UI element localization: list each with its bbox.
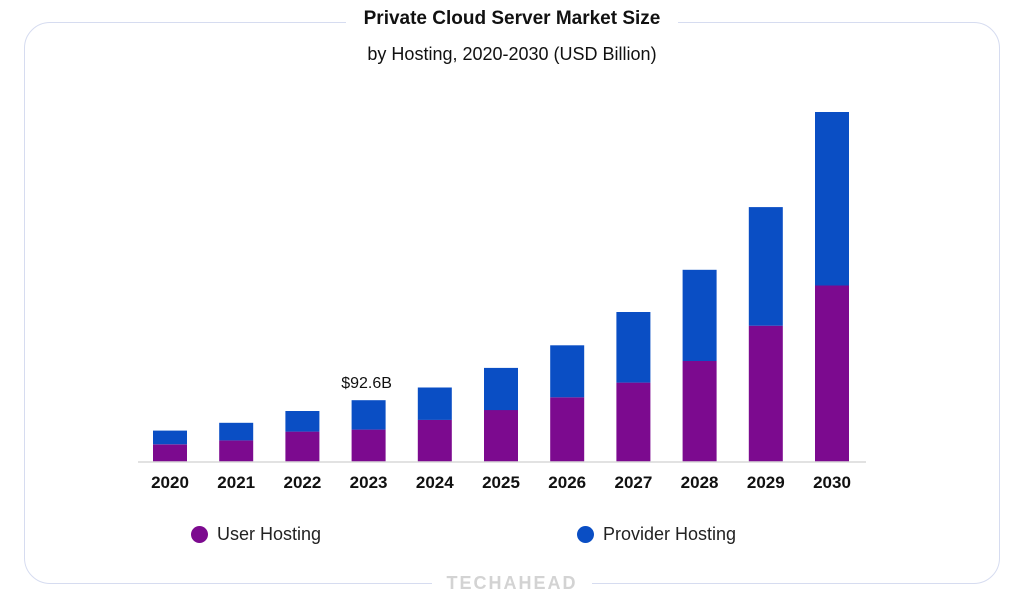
title-wrap: Private Cloud Server Market Size xyxy=(0,8,1024,30)
chart-title: Private Cloud Server Market Size xyxy=(345,8,679,30)
data-labels: $92.6B xyxy=(341,375,392,392)
legend-user-dot-icon xyxy=(191,526,208,543)
legend-provider-label: Provider Hosting xyxy=(603,524,737,544)
x-tick-2028: 2028 xyxy=(681,473,719,492)
x-tick-2029: 2029 xyxy=(747,473,785,492)
bar-provider-2025 xyxy=(484,367,518,411)
x-tick-2020: 2020 xyxy=(151,473,189,492)
bar-provider-2030 xyxy=(815,112,849,286)
x-tick-2027: 2027 xyxy=(614,473,652,492)
brand-logo: TECHAHEAD xyxy=(432,573,592,594)
x-tick-2021: 2021 xyxy=(217,473,255,492)
legend-provider-hosting[interactable]: Provider Hosting xyxy=(577,524,736,545)
bar-user-2028 xyxy=(682,361,717,462)
data-label-2023: $92.6B xyxy=(341,375,392,392)
x-tick-2024: 2024 xyxy=(416,473,454,492)
x-tick-2025: 2025 xyxy=(482,473,520,492)
bar-provider-2021 xyxy=(219,422,254,441)
bar-user-2029 xyxy=(748,325,783,462)
bar-provider-2024 xyxy=(417,387,452,420)
bar-user-2024 xyxy=(417,419,452,462)
bar-user-2021 xyxy=(219,440,254,462)
bar-provider-2022 xyxy=(285,411,320,432)
bar-provider-2023 xyxy=(351,400,386,430)
x-tick-2023: 2023 xyxy=(350,473,388,492)
bar-user-2026 xyxy=(550,397,585,462)
legend-user-hosting[interactable]: User Hosting xyxy=(191,524,321,545)
bar-user-2022 xyxy=(285,431,320,462)
bar-user-2030 xyxy=(815,285,849,462)
bar-provider-2020 xyxy=(153,430,187,445)
legend-user-label: User Hosting xyxy=(217,524,322,544)
chart-subtitle: by Hosting, 2020-2030 (USD Billion) xyxy=(367,44,657,64)
bar-provider-2026 xyxy=(550,345,585,398)
bar-provider-2027 xyxy=(616,312,651,383)
bar-user-2027 xyxy=(616,382,651,462)
brand-wrap: TECHAHEAD xyxy=(0,573,1024,594)
bar-user-2020 xyxy=(153,444,187,462)
x-tick-2030: 2030 xyxy=(813,473,851,492)
legend-provider-dot-icon xyxy=(577,526,594,543)
bar-user-2023 xyxy=(351,429,386,462)
bars-layer xyxy=(153,112,849,462)
x-tick-labels: 2020 2021 2022 2023 2024 2025 2026 2027 2028 2029… xyxy=(151,473,851,492)
bar-user-2025 xyxy=(484,410,518,462)
x-tick-2022: 2022 xyxy=(283,473,321,492)
x-tick-2026: 2026 xyxy=(548,473,586,492)
bar-provider-2029 xyxy=(748,207,783,326)
bar-provider-2028 xyxy=(682,269,717,361)
